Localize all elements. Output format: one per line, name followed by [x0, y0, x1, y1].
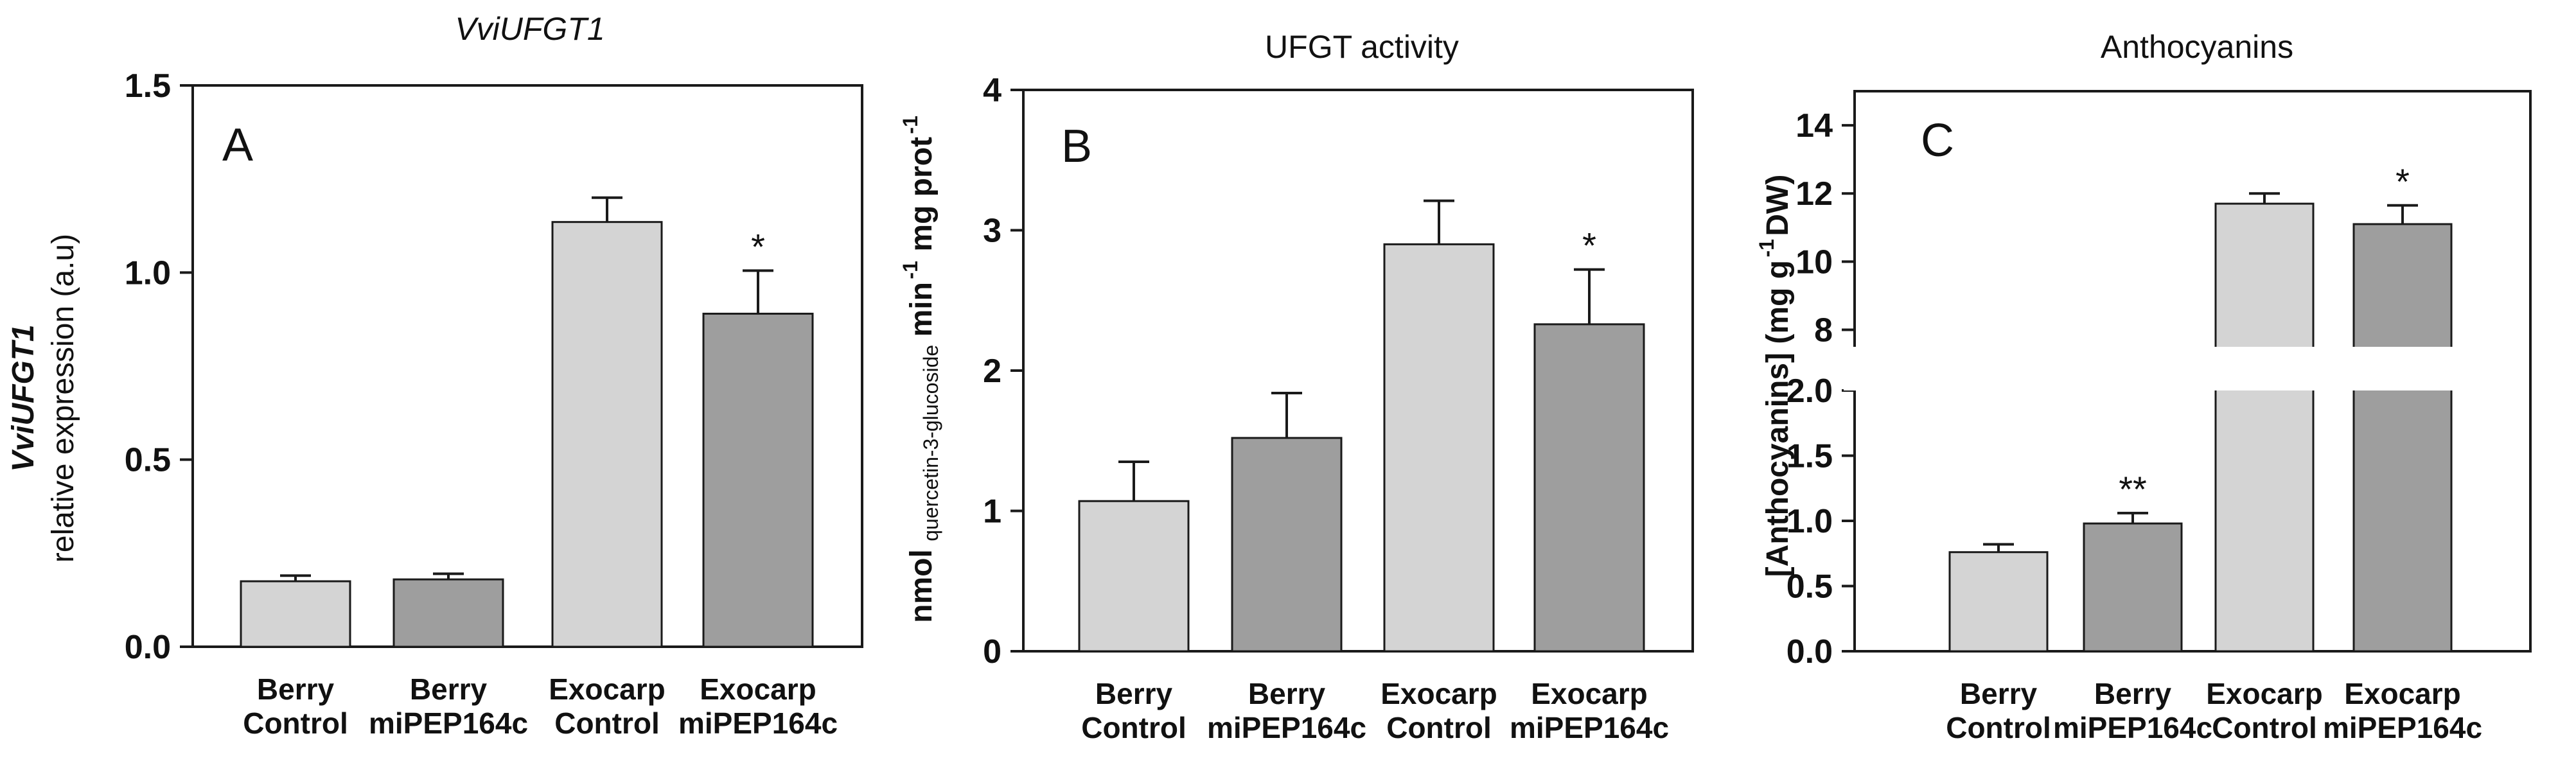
category-label-line2: Control — [1946, 711, 2051, 744]
bar — [1533, 323, 1645, 653]
y-tick-label: 2 — [983, 353, 1001, 390]
panel-c-letter: C — [1921, 115, 1954, 166]
panel-b-y-label-mgprot: mg prot — [904, 137, 939, 252]
y-tick-label: 12 — [1795, 175, 1833, 213]
panel-a-letter: A — [222, 119, 253, 171]
panel-b-y-label-nmol: nmol — [904, 549, 939, 623]
panel-c-y-label-main: [Anthocyanins] (mg g — [1761, 260, 1795, 577]
category-label-line1: Berry — [1960, 677, 2038, 710]
panel-b-bars: * — [1078, 199, 1645, 653]
panel-c-bars: *** — [1948, 161, 2453, 653]
category-label-line1: Berry — [257, 672, 335, 706]
bar — [2083, 522, 2183, 653]
panel-b-title: UFGT activity — [1265, 29, 1459, 65]
category-label-line2: miPEP164c — [1207, 711, 1366, 744]
panel-b-categories: BerryControlBerrymiPEP164cExocarpControl… — [1081, 677, 1669, 744]
bar — [1948, 551, 2049, 653]
category-label-line2: Control — [1386, 711, 1492, 744]
y-tick-label: 0.0 — [125, 629, 171, 666]
y-tick-label: 14 — [1795, 107, 1833, 145]
panel-c-y-label-dw: DW) — [1761, 175, 1795, 236]
bar — [1383, 243, 1495, 653]
panel-c-y-axis-label: [Anthocyanins] (mg g -1 DW) — [1755, 175, 1795, 577]
category-label-line2: Control — [554, 706, 660, 740]
y-tick-label: 4 — [983, 72, 1001, 109]
panel-c-y-label-exp: -1 — [1755, 239, 1778, 257]
panel-a-title: VviUFGT1 — [455, 11, 604, 47]
category-label-line1: Exocarp — [2344, 677, 2461, 710]
category-label-line2: Control — [1081, 711, 1187, 744]
category-label-line2: miPEP164c — [369, 706, 528, 740]
category-label-line1: Berry — [410, 672, 488, 706]
y-tick-label: 3 — [983, 213, 1001, 250]
category-label-line1: Exocarp — [1531, 677, 1648, 710]
bar — [240, 580, 351, 648]
category-label-line1: Exocarp — [700, 672, 816, 706]
bar — [551, 221, 663, 648]
panel-a: VviUFGT1 A VviUFGT1 relative expression … — [6, 11, 863, 740]
category-label-line2: miPEP164c — [2053, 711, 2212, 744]
panel-b-y-label-exp2: -1 — [899, 116, 922, 134]
panel-c-axis-break — [1844, 347, 1866, 390]
panel-b-y-axis-label: nmol quercetin-3-glucoside min -1 mg pro… — [899, 116, 942, 623]
significance-marker: ** — [2119, 469, 2147, 509]
y-tick-label: 1.5 — [1786, 438, 1833, 475]
panel-a-plot-frame — [191, 84, 863, 648]
category-label-line1: Exocarp — [2206, 677, 2323, 710]
category-label-line1: Berry — [2094, 677, 2172, 710]
panel-b-y-label-min: min — [904, 282, 939, 337]
category-label-line1: Exocarp — [1381, 677, 1497, 710]
panel-b-y-ticks: 0 1 2 3 4 — [983, 72, 1023, 671]
category-label-line2: miPEP164c — [678, 706, 838, 740]
category-label-line1: Berry — [1248, 677, 1326, 710]
panel-b-y-label-compound: quercetin-3-glucoside — [919, 345, 942, 541]
y-tick-label: 1.0 — [125, 254, 171, 292]
y-tick-label: 0.5 — [125, 442, 171, 479]
y-tick-label: 1 — [983, 493, 1001, 531]
significance-marker: * — [751, 226, 765, 267]
svg-text:nmol quercetin-3-gluco: nmol quercetin-3-glucoside min -1 mg pro… — [899, 116, 942, 623]
y-tick-label: 1.5 — [125, 67, 171, 105]
panel-b-letter: B — [1061, 121, 1092, 172]
panel-c-categories: BerryControlBerrymiPEP164cExocarpControl… — [1946, 677, 2482, 744]
panel-a-bars: * — [240, 196, 814, 648]
y-tick-label: 0 — [983, 633, 1001, 671]
category-label-line2: Control — [243, 706, 348, 740]
panel-c-title: Anthocyanins — [2101, 29, 2293, 65]
category-label-line1: Berry — [1095, 677, 1173, 710]
panel-c-y-ticks: 0.0 0.5 1.0 1.5 2.0 8 10 12 14 — [1786, 107, 1855, 671]
panel-b: UFGT activity B nmol quercetin-3-glucosi… — [899, 29, 1694, 744]
y-tick-label: 10 — [1795, 243, 1833, 281]
y-tick-label: 0.5 — [1786, 568, 1833, 606]
category-label-line1: Exocarp — [549, 672, 666, 706]
significance-marker: * — [1582, 225, 1596, 266]
panel-a-y-label-unit: relative expression (a.u) — [46, 234, 80, 563]
category-label-line2: miPEP164c — [2323, 711, 2482, 744]
panel-a-y-ticks: 0.0 0.5 1.0 1.5 — [125, 67, 193, 666]
panel-a-y-label-gene: VviUFGT1 — [6, 324, 40, 471]
category-label-line2: Control — [2212, 711, 2317, 744]
bar — [393, 578, 504, 648]
bar-break-gap — [2352, 347, 2453, 390]
y-tick-label: 0.0 — [1786, 633, 1833, 671]
bar — [2352, 223, 2453, 653]
panel-b-y-label-exp1: -1 — [899, 261, 922, 279]
y-tick-label: 8 — [1814, 311, 1833, 349]
y-tick-label: 2.0 — [1786, 373, 1833, 410]
bar — [702, 312, 814, 648]
bar — [2214, 202, 2315, 653]
bar — [1231, 437, 1343, 653]
panel-a-categories: BerryControlBerrymiPEP164cExocarpControl… — [243, 672, 838, 740]
category-label-line2: miPEP164c — [1510, 711, 1669, 744]
svg-text:[Anthocyanins] (mg g -: [Anthocyanins] (mg g -1 DW) — [1755, 175, 1795, 577]
panel-c: Anthocyanins C [Anthocyanins] (mg g -1 D… — [1755, 29, 2532, 744]
bar-break-gap — [2214, 347, 2315, 390]
significance-marker: * — [2395, 161, 2410, 202]
y-tick-label: 1.0 — [1786, 503, 1833, 540]
panel-a-y-axis-label: VviUFGT1 relative expression (a.u) — [6, 234, 80, 563]
bar — [1078, 500, 1190, 653]
